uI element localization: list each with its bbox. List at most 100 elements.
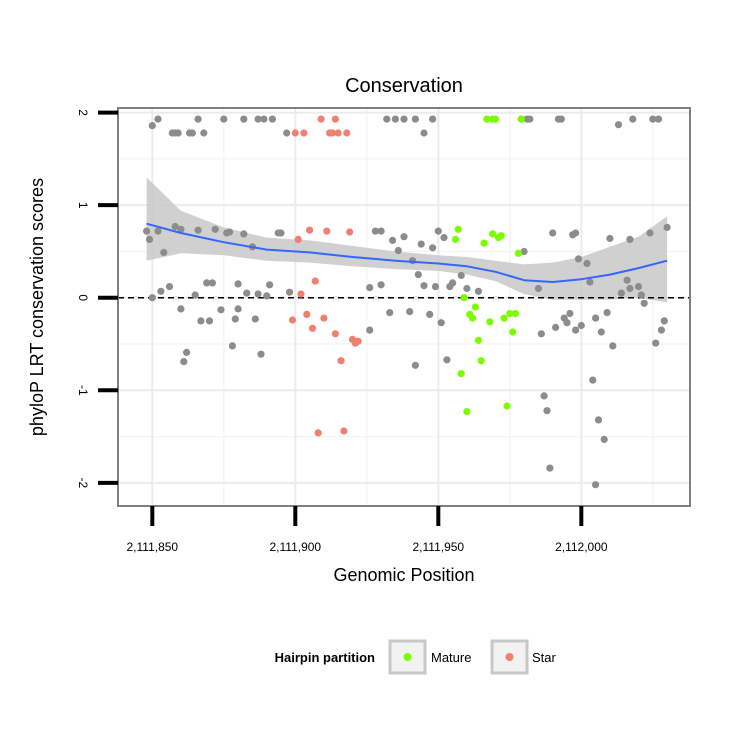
point-other	[180, 358, 188, 366]
point-star	[306, 226, 314, 234]
point-other	[463, 284, 471, 293]
point-other	[148, 122, 156, 130]
point-other	[474, 287, 482, 295]
point-other	[520, 247, 528, 256]
point-other	[537, 330, 545, 338]
point-other	[220, 115, 228, 123]
point-other	[617, 289, 626, 297]
point-other	[251, 315, 259, 323]
point-other	[572, 326, 580, 334]
loess-line	[146, 222, 668, 283]
point-other	[629, 115, 637, 123]
point-other	[652, 339, 660, 347]
point-other	[283, 129, 291, 137]
point-other	[526, 115, 534, 123]
point-other	[366, 284, 374, 292]
point-mature	[514, 249, 523, 257]
point-other	[597, 328, 605, 336]
legend-label-mature: Mature	[431, 650, 471, 665]
point-other	[626, 284, 634, 293]
confidence-band	[146, 177, 668, 303]
point-other	[266, 281, 274, 289]
y-tick-label: -1	[76, 385, 90, 396]
y-tick-label: 2	[76, 109, 90, 116]
point-star	[291, 129, 299, 137]
point-other	[154, 115, 162, 123]
point-other	[634, 283, 643, 291]
point-other	[377, 227, 385, 235]
point-star	[331, 115, 339, 123]
point-other	[197, 317, 205, 325]
point-star	[314, 429, 322, 437]
point-other	[260, 115, 268, 123]
point-other	[205, 317, 214, 325]
point-other	[646, 229, 654, 237]
point-other	[534, 284, 543, 293]
point-star	[311, 277, 319, 285]
point-other	[254, 290, 262, 298]
point-other	[157, 287, 165, 295]
point-mature	[451, 235, 460, 243]
point-other	[594, 416, 603, 424]
point-mature	[503, 402, 511, 410]
point-other	[183, 348, 191, 356]
point-other	[400, 115, 408, 123]
point-star	[288, 316, 297, 324]
point-other	[171, 222, 179, 231]
point-other	[557, 115, 565, 123]
point-other	[429, 115, 437, 123]
x-axis-title: Genomic Position	[333, 565, 474, 585]
point-other	[431, 283, 440, 291]
x-tick-label: 2,111,950	[413, 540, 465, 554]
point-other	[203, 279, 211, 287]
point-mature	[460, 294, 468, 302]
point-other	[225, 228, 234, 236]
legend-dot-mature	[403, 653, 412, 661]
point-other	[286, 288, 294, 296]
axes: 2,111,850 2,111,900 2,111,950 2,112,000 -2 -1…	[76, 107, 691, 554]
point-mature	[506, 309, 514, 318]
x-tick-label: 2,112,000	[555, 540, 608, 554]
point-star	[331, 330, 339, 338]
point-mature	[497, 232, 505, 240]
legend-dot-star	[505, 653, 514, 661]
point-other	[426, 310, 434, 318]
chart-title: Conservation	[345, 75, 463, 97]
point-other	[457, 271, 465, 280]
point-other	[637, 291, 646, 299]
point-other	[443, 356, 451, 364]
y-tick-label: 0	[76, 294, 90, 301]
point-star	[354, 337, 362, 345]
point-other	[603, 309, 611, 317]
point-other	[211, 225, 219, 233]
point-mature	[511, 309, 520, 318]
point-other	[371, 227, 379, 235]
point-other	[406, 308, 414, 316]
point-mature	[471, 303, 480, 311]
point-other	[200, 129, 208, 137]
point-other	[614, 121, 623, 129]
point-other	[440, 234, 448, 242]
point-other	[400, 233, 408, 241]
point-other	[654, 115, 663, 123]
point-other	[546, 464, 554, 472]
point-mature	[491, 115, 500, 123]
point-mature	[463, 408, 471, 416]
point-other	[165, 283, 174, 291]
x-tick-label: 2,111,900	[270, 540, 322, 554]
point-other	[417, 240, 425, 248]
point-other	[194, 115, 202, 123]
plot-panel	[118, 108, 690, 506]
point-other	[217, 306, 225, 314]
point-other	[257, 350, 265, 358]
point-other	[566, 309, 574, 318]
legend-key-star	[490, 639, 529, 675]
point-other	[254, 115, 262, 123]
point-mature	[500, 314, 508, 322]
point-other	[411, 115, 419, 123]
x-tick-label: 2,111,850	[127, 540, 179, 554]
point-other	[434, 227, 442, 235]
point-star	[308, 324, 317, 332]
legend: Hairpin partition Mature Star	[275, 639, 557, 675]
